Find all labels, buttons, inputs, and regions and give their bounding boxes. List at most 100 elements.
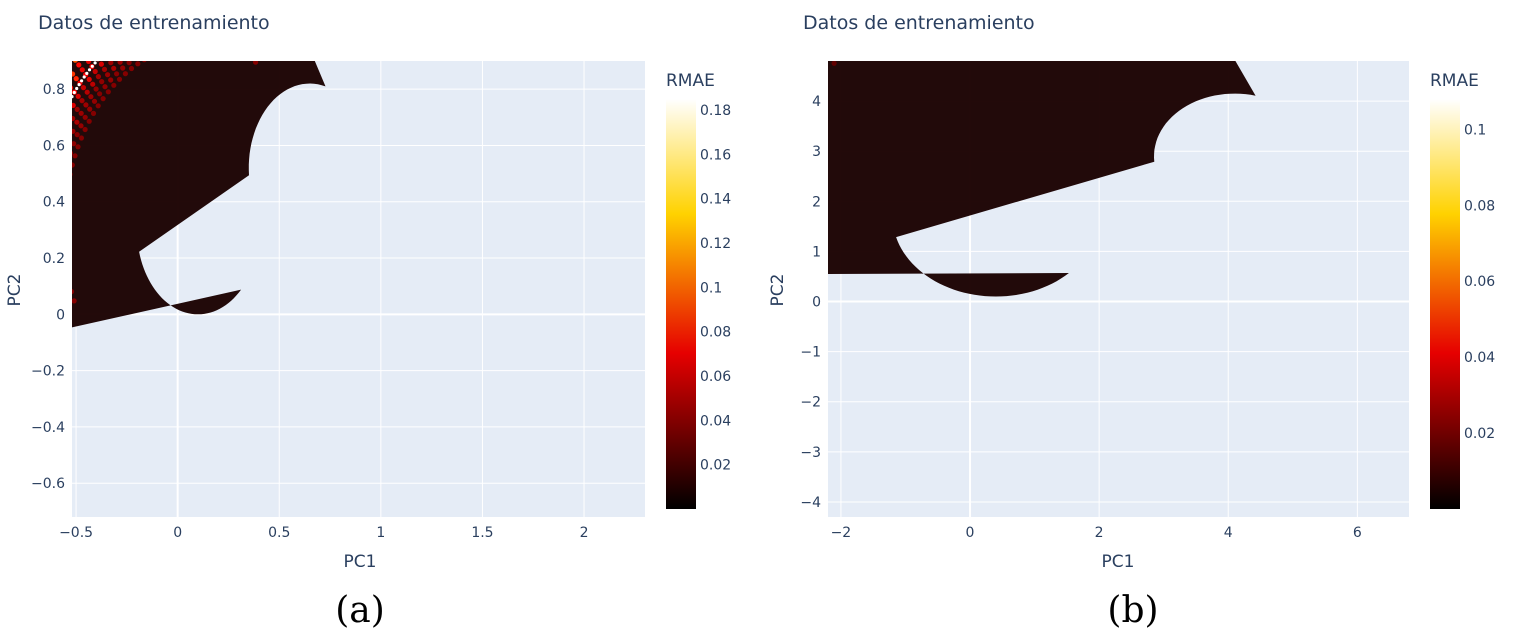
data-point	[1028, 4, 1033, 9]
data-point	[1104, 0, 1109, 3]
training-point	[794, 52, 797, 55]
data-point	[183, 36, 188, 41]
data-point	[33, 83, 38, 88]
data-point	[74, 119, 80, 125]
data-point	[41, 303, 46, 308]
data-point	[30, 156, 35, 161]
data-point	[36, 132, 41, 137]
data-point	[767, 72, 772, 77]
data-point	[781, 13, 786, 18]
training-point	[97, 61, 99, 62]
data-point	[27, 219, 32, 224]
data-point	[719, 42, 724, 47]
data-point	[943, 0, 948, 4]
data-point	[53, 68, 58, 73]
data-point	[138, 45, 143, 50]
data-point	[83, 35, 88, 40]
training-point	[725, 130, 728, 133]
training-point	[772, 70, 775, 73]
y-tick-label: −0.4	[31, 420, 65, 436]
colorbar-tick-label: 0.18	[700, 103, 731, 119]
colorbar-tick-label: 0.06	[700, 369, 731, 385]
data-point	[1122, 0, 1127, 2]
training-point	[736, 112, 739, 115]
x-tick-label: 2	[1095, 525, 1104, 541]
data-point	[205, 42, 210, 47]
data-point	[263, 0, 268, 4]
data-point	[198, 1, 203, 6]
data-point	[712, 210, 717, 215]
data-point	[111, 82, 117, 88]
x-axis-label: PC1	[1102, 552, 1135, 572]
colorbar	[666, 99, 696, 509]
data-point	[248, 49, 253, 54]
data-point	[712, 221, 717, 226]
data-point	[750, 104, 755, 109]
data-point	[649, 153, 654, 158]
data-point	[90, 81, 96, 87]
data-point	[205, 35, 210, 40]
data-point	[78, 123, 84, 129]
training-point	[93, 61, 97, 65]
data-point	[8, 204, 13, 209]
data-point	[831, 44, 836, 49]
panel-label: (b)	[1107, 590, 1158, 629]
training-point	[803, 45, 806, 48]
error-surface	[828, 61, 1256, 297]
data-point	[171, 0, 176, 2]
training-point	[813, 38, 816, 41]
data-point	[36, 279, 41, 284]
data-point	[655, 168, 660, 173]
y-tick-labels: −0.6 −0.4 −0.2 0 0.2 0.4 0.6 0.8	[31, 82, 65, 492]
data-point	[60, 294, 65, 299]
data-point	[719, 166, 724, 171]
data-point	[31, 322, 36, 327]
data-point	[731, 31, 736, 36]
data-point	[152, 37, 157, 42]
data-point	[18, 245, 23, 250]
data-point	[651, 124, 656, 129]
data-point	[259, 41, 264, 46]
data-point	[67, 138, 72, 143]
y-tick-label: 0.2	[43, 251, 65, 267]
training-point	[62, 112, 65, 115]
data-point	[46, 276, 51, 281]
data-point	[688, 91, 693, 96]
data-point	[1123, 43, 1128, 48]
data-point	[39, 160, 44, 165]
data-point	[241, 46, 246, 51]
data-point	[172, 3, 177, 8]
data-point	[757, 49, 762, 54]
training-point	[917, 0, 920, 1]
data-point	[1140, 0, 1145, 1]
data-point	[710, 164, 715, 169]
data-point	[33, 207, 38, 212]
data-point	[52, 49, 57, 54]
data-point	[126, 37, 131, 42]
data-point	[650, 209, 655, 214]
data-point	[49, 187, 54, 192]
data-point	[25, 180, 30, 185]
data-point	[1145, 14, 1150, 19]
colorbar-tick-label: 0.16	[700, 147, 731, 163]
x-tick-label: 0	[966, 525, 975, 541]
data-point	[798, 47, 803, 52]
data-point	[795, 89, 800, 94]
training-point	[44, 168, 47, 171]
data-point	[723, 61, 728, 66]
data-point	[766, 85, 771, 90]
data-point	[826, 55, 831, 60]
training-point	[60, 116, 63, 119]
data-point	[102, 84, 108, 90]
data-point	[822, 67, 827, 72]
data-point	[748, 160, 753, 165]
data-point	[27, 168, 32, 173]
data-point	[775, 45, 780, 50]
data-point	[73, 39, 78, 44]
data-point	[14, 191, 19, 196]
data-point	[809, 39, 814, 44]
data-point	[37, 171, 42, 176]
data-point	[57, 283, 62, 288]
data-point	[741, 240, 746, 245]
data-point	[752, 151, 757, 156]
